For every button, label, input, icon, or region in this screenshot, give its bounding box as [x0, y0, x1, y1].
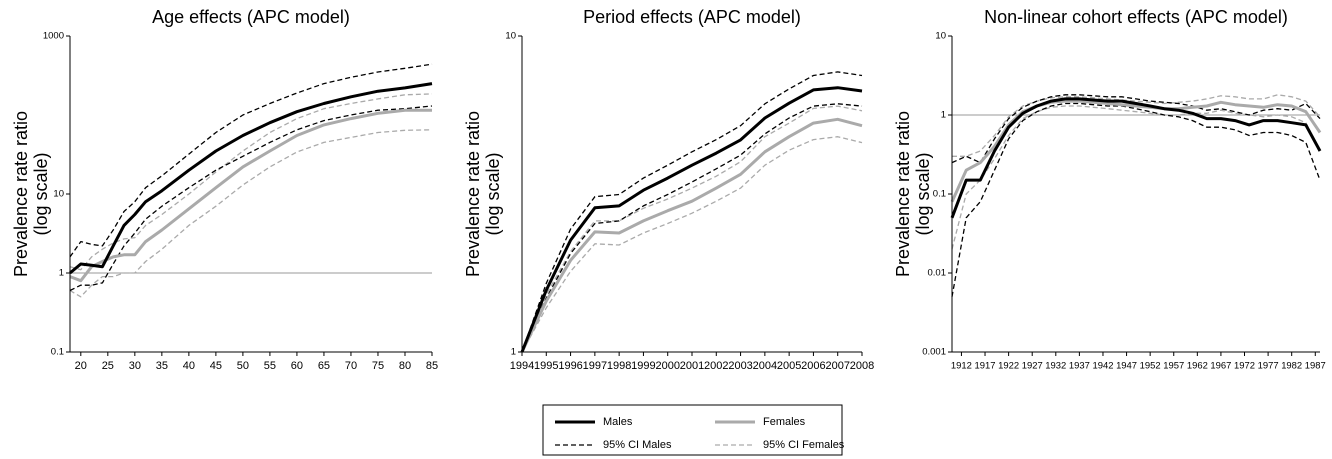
x-tick-label: 1937: [1069, 361, 1090, 372]
x-tick-label: 1957: [1163, 361, 1184, 372]
y-axis-label: Prevalence rate ratio: [893, 111, 913, 277]
x-tick-label: 1962: [1187, 361, 1208, 372]
series-line: [950, 99, 1322, 203]
x-tick-label: 1997: [583, 360, 607, 372]
chart-title: Non-linear cohort effects (APC model): [984, 7, 1288, 27]
x-tick-label: 1917: [975, 361, 996, 372]
x-tick-label: 85: [426, 360, 438, 372]
series-line: [69, 82, 433, 275]
x-tick-label: 45: [210, 360, 222, 372]
x-tick-label: 75: [372, 360, 384, 372]
ci-line: [69, 129, 433, 298]
x-tick-label: 80: [399, 360, 411, 372]
x-tick-label: 1972: [1234, 361, 1255, 372]
series-line: [69, 108, 432, 283]
y-axis-label: Prevalence rate ratio: [463, 111, 483, 277]
x-tick-label: 1927: [1022, 361, 1043, 372]
x-tick-label: 1996: [558, 360, 582, 372]
y-axis-label: (log scale): [483, 152, 503, 235]
x-tick-label: 55: [264, 360, 276, 372]
legend-box: [542, 404, 843, 456]
series-line: [950, 97, 1322, 219]
x-tick-label: 2005: [777, 360, 801, 372]
y-axis-label: Prevalence rate ratio: [11, 111, 31, 277]
x-tick-label: 1977: [1258, 361, 1279, 372]
ci-line: [69, 63, 433, 258]
y-tick-label: 1: [59, 268, 64, 279]
series-line: [520, 117, 863, 353]
ci-line: [69, 105, 433, 292]
x-tick-label: 65: [318, 360, 330, 372]
ci-line: [952, 94, 1321, 157]
ci-line: [521, 136, 863, 353]
y-tick-label: 0.001: [922, 347, 946, 358]
y-tick-label: 1: [511, 347, 516, 358]
y-tick-label: 0.01: [928, 268, 947, 279]
ci-line: [951, 102, 1321, 297]
x-tick-label: 1987: [1305, 361, 1326, 372]
y-axis-label: (log scale): [913, 152, 933, 235]
legend-label: 95% CI Females: [763, 439, 845, 451]
x-tick-label: 20: [75, 360, 87, 372]
x-tick-label: 2001: [680, 360, 704, 372]
chart-title: Age effects (APC model): [152, 7, 350, 27]
legend-label: Females: [763, 416, 806, 428]
ci-line: [521, 71, 863, 353]
x-tick-label: 1952: [1140, 361, 1161, 372]
ci-line: [521, 105, 863, 353]
x-tick-label: 2007: [825, 360, 849, 372]
y-tick-label: 1: [941, 110, 946, 121]
x-tick-label: 2004: [753, 360, 777, 372]
ci-line: [521, 103, 863, 353]
x-tick-label: 70: [345, 360, 357, 372]
y-axis-label: (log scale): [31, 152, 51, 235]
x-tick-label: 2003: [728, 360, 752, 372]
x-tick-label: 1994: [510, 360, 534, 372]
x-tick-label: 1967: [1210, 361, 1231, 372]
ci-line: [951, 94, 1321, 164]
x-tick-label: 1912: [951, 361, 972, 372]
y-tick-label: 10: [935, 31, 946, 42]
y-tick-label: 10: [505, 31, 516, 42]
x-tick-label: 40: [183, 360, 195, 372]
x-tick-label: 2000: [655, 360, 679, 372]
x-tick-label: 2002: [704, 360, 728, 372]
x-tick-label: 1932: [1045, 361, 1066, 372]
chart-title: Period effects (APC model): [583, 7, 801, 27]
x-tick-label: 50: [237, 360, 249, 372]
x-tick-label: 2008: [850, 360, 874, 372]
y-tick-label: 0.1: [51, 347, 64, 358]
x-tick-label: 35: [156, 360, 168, 372]
ci-line: [951, 105, 1321, 250]
x-tick-label: 1942: [1092, 361, 1113, 372]
x-tick-label: 60: [291, 360, 303, 372]
x-tick-label: 1947: [1116, 361, 1137, 372]
x-tick-label: 30: [129, 360, 141, 372]
x-tick-label: 1982: [1281, 361, 1302, 372]
y-tick-label: 10: [53, 189, 64, 200]
legend-label: 95% CI Males: [603, 439, 672, 451]
x-tick-label: 1998: [607, 360, 631, 372]
y-tick-label: 0.1: [933, 189, 946, 200]
x-tick-label: 25: [102, 360, 114, 372]
y-tick-label: 1000: [43, 31, 64, 42]
x-tick-label: 1922: [998, 361, 1019, 372]
x-tick-label: 1995: [534, 360, 558, 372]
x-tick-label: 1999: [631, 360, 655, 372]
legend-label: Males: [603, 416, 633, 428]
x-tick-label: 2006: [801, 360, 825, 372]
series-line: [520, 86, 863, 353]
ci-line: [69, 93, 433, 271]
